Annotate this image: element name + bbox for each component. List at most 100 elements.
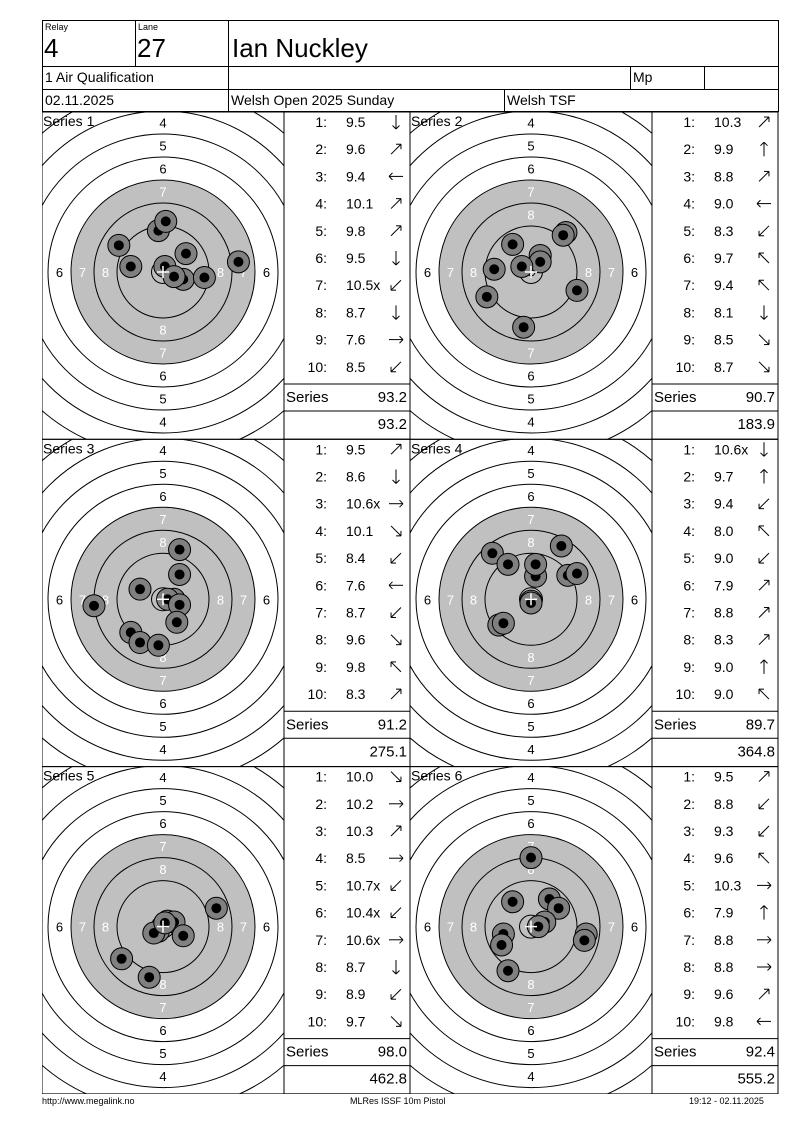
series-panel: 333344445555666677778888Series 31:9.52:8… — [42, 438, 411, 768]
shot-hit-core — [556, 540, 567, 551]
target-ring — [93, 202, 233, 342]
shot-number: 7: — [683, 277, 695, 293]
ring-number: 4 — [527, 443, 534, 458]
ring-number: 6 — [631, 592, 638, 607]
shot-score: 8.1 — [714, 304, 734, 320]
shot-score: 8.9 — [346, 986, 366, 1002]
series-panel: 333344445555666677778888Series 11:9.52:9… — [42, 112, 411, 440]
shot-number: 8: — [315, 959, 327, 975]
event-cell: 1 Air Qualification — [43, 67, 229, 90]
shot-score: 10.6x — [714, 441, 748, 457]
series-panel: 333344445555666677778888Series 51:10.02:… — [42, 766, 411, 1094]
shot-hit-core — [533, 921, 544, 932]
direction-arrow-icon — [390, 443, 402, 455]
shot-hit-core — [160, 216, 171, 227]
shot-number: 5: — [315, 223, 327, 239]
ring-number: 5 — [527, 1046, 534, 1061]
series-total-value: 92.4 — [746, 1044, 775, 1061]
ring-number: 8 — [527, 977, 534, 992]
shot-score: 9.4 — [346, 168, 366, 184]
target-ring — [461, 529, 601, 669]
ring-number: 4 — [159, 742, 166, 757]
shot-number: 4: — [315, 850, 327, 866]
ring-number: 3 — [527, 1092, 534, 1094]
target-ring — [42, 460, 284, 738]
direction-arrow-icon — [389, 935, 404, 944]
ring-number: 4 — [527, 1069, 534, 1084]
direction-arrow-icon — [390, 661, 402, 673]
ring-number: 7 — [608, 920, 615, 935]
shot-score: 8.5 — [346, 850, 366, 866]
shot-score: 7.6 — [346, 332, 366, 348]
direction-arrow-icon — [389, 335, 404, 344]
target-ring — [116, 880, 210, 974]
shot-score: 9.5 — [346, 114, 366, 130]
target-ring — [93, 857, 233, 997]
shot-hit-core — [489, 264, 500, 275]
shot-score: 9.5 — [714, 769, 734, 785]
score-list — [651, 766, 779, 1094]
ring-number: 7 — [159, 185, 166, 200]
shot-score: 9.0 — [714, 686, 734, 702]
ring-number: 7 — [240, 265, 247, 280]
shot-number: 10: — [308, 686, 327, 702]
date-cell: 02.11.2025 — [43, 90, 229, 111]
ring-number: 6 — [527, 816, 534, 831]
direction-arrow-icon — [390, 688, 402, 700]
shot-score: 8.3 — [346, 686, 366, 702]
target-ring — [410, 460, 652, 738]
ring-number: 6 — [424, 265, 431, 280]
direction-arrow-icon — [390, 525, 402, 537]
header-block: Relay 4 Lane 27 Ian Nuckley 1 Air Qualif… — [42, 20, 779, 112]
shot-score: 9.0 — [714, 659, 734, 675]
footer-url[interactable]: http://www.megalink.no — [42, 1096, 135, 1106]
target-ring — [484, 552, 578, 646]
relay-label: Relay — [45, 22, 69, 32]
cumulative-total: 275.1 — [369, 743, 407, 760]
target-ring — [70, 179, 256, 365]
direction-arrow-icon — [390, 634, 402, 646]
direction-arrow-icon — [392, 305, 400, 320]
shot-number: 1: — [315, 769, 327, 785]
shot-hit-core — [89, 600, 99, 611]
ring-number: 6 — [631, 265, 638, 280]
shot-score: 10.3 — [714, 114, 741, 130]
shot-hit-core — [125, 261, 136, 272]
shot-number: 4: — [315, 196, 327, 212]
direction-arrow-icon — [389, 854, 404, 863]
direction-arrow-icon — [390, 907, 402, 919]
series-panel: 333344445555666677778888Series 41:10.6x2… — [409, 438, 779, 768]
shot-score: 8.0 — [714, 523, 734, 539]
target: 333344445555666677778888 — [410, 766, 652, 1094]
direction-arrow-icon — [390, 771, 402, 783]
shot-score: 9.6 — [346, 141, 366, 157]
direction-arrow-icon — [390, 880, 402, 891]
ring-number: 7 — [159, 673, 166, 688]
target-ring — [410, 439, 652, 761]
direction-arrow-icon — [756, 1017, 771, 1026]
ring-number: 8 — [159, 862, 166, 877]
ring-number: 8 — [159, 650, 166, 665]
shot-hit-core — [135, 584, 145, 595]
ring-number: 6 — [159, 696, 166, 711]
shot-score: 10.5x — [346, 277, 380, 293]
direction-arrow-icon — [390, 225, 402, 237]
shooter-name: Ian Nuckley — [232, 33, 368, 63]
ring-number: 6 — [56, 265, 63, 280]
shot-number: 4: — [315, 523, 327, 539]
shot-score: 9.7 — [714, 250, 734, 266]
shot-number: 2: — [315, 469, 327, 485]
shot-number: 10: — [676, 686, 695, 702]
shot-number: 5: — [683, 223, 695, 239]
shot-score: 9.9 — [714, 141, 734, 157]
ring-number: 8 — [470, 265, 477, 280]
shot-hit-core — [535, 256, 546, 267]
direction-arrow-icon — [758, 525, 770, 537]
shot-score: 10.2 — [346, 796, 373, 812]
score-list — [283, 438, 411, 768]
shot-hit-core — [526, 852, 536, 863]
shot-hit-core — [481, 291, 492, 302]
ring-number: 7 — [159, 512, 166, 527]
direction-arrow-icon — [756, 199, 771, 208]
ring-number: 6 — [159, 1023, 166, 1038]
